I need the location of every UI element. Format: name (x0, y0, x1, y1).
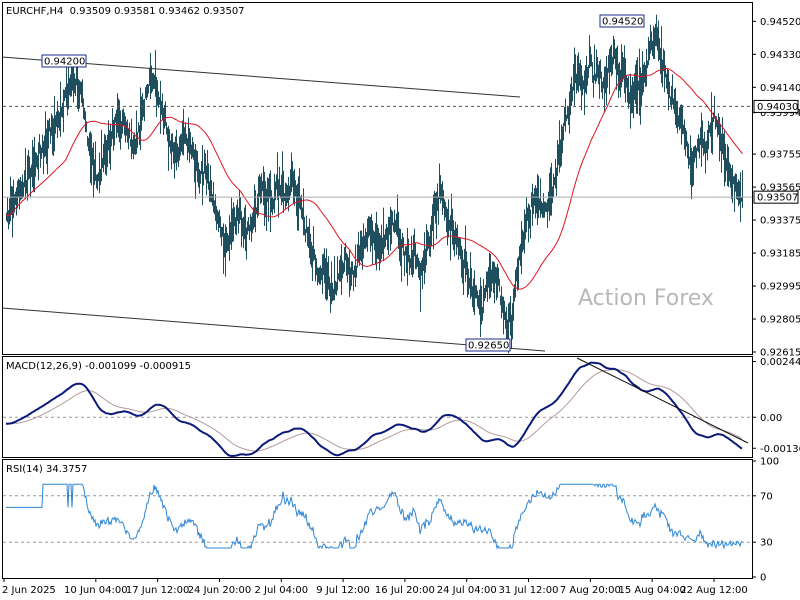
rsi-y-tick-label: 100 (760, 457, 779, 468)
x-tick-label: 22 Aug 12:00 (680, 585, 747, 596)
rsi-lines (3, 483, 752, 550)
x-tick-label: 7 Aug 20:00 (560, 585, 621, 596)
symbol-timeframe: EURCHF,H4 (6, 6, 63, 17)
price-y-ticks: 0.94520 0.94330 0.94140 0.93994 0.93755 0.935… (752, 17, 800, 359)
channel-lower-line (1, 307, 546, 352)
chart-header: EURCHF,H4 0.93509 0.93581 0.93462 0.9350… (6, 6, 245, 17)
ma-line (6, 68, 743, 290)
price-level-label: 0.93507 (757, 193, 798, 204)
x-tick-label: 24 Jun 20:00 (188, 585, 252, 596)
price-annotations: 0.94200 0.94520 0.92650 (41, 14, 645, 352)
macd-lines (3, 357, 752, 458)
price-annotation-label: 0.92650 (468, 341, 509, 352)
x-tick-label: 16 Jul 20:00 (375, 585, 435, 596)
price-annotation-label: 0.94520 (602, 17, 643, 28)
price-y-tick-label: 0.94330 (760, 50, 800, 61)
price-level-label: 0.94030 (757, 102, 798, 113)
rsi-title: RSI(14) 34.3757 (6, 464, 87, 475)
price-level-badge (753, 99, 799, 113)
price-annotation: 0.94200 (41, 54, 87, 68)
price-y-tick-label: 0.93185 (760, 249, 800, 260)
rsi-y-tick-label: 30 (760, 538, 773, 549)
price-annotation: 0.94520 (599, 14, 645, 28)
x-tick-label: 17 Jun 12:00 (126, 585, 190, 596)
price-y-tick-label: 0.93565 (760, 183, 800, 194)
price-level-badge (753, 190, 799, 204)
moving-average (6, 68, 743, 290)
price-y-tick-label: 0.92615 (760, 348, 800, 359)
rsi-y-tick-label: 0 (760, 573, 766, 584)
price-annotation-label: 0.94200 (44, 57, 85, 68)
macd-y-tick-label: 0.00 (760, 413, 782, 424)
price-y-tick-label: 0.93375 (760, 216, 800, 227)
price-y-tick-label: 0.93994 (760, 108, 800, 119)
macd-signal-line (6, 369, 743, 452)
macd-y-ticks: 0.002445 0.00 -0.00136 (752, 357, 800, 455)
watermark: Action Forex (578, 286, 714, 311)
price-annotation: 0.92650 (465, 338, 511, 352)
price-y-tick-label: 0.92805 (760, 315, 800, 326)
x-tick-label: 2 Jul 04:00 (254, 585, 308, 596)
x-tick-label: 10 Jun 04:00 (64, 585, 128, 596)
x-tick-label: 15 Aug 04:00 (618, 585, 685, 596)
x-tick-label: 2 Jun 2025 (2, 585, 56, 596)
price-y-tick-label: 0.93755 (760, 150, 800, 161)
rsi-y-tick-label: 70 (760, 491, 773, 502)
price-panel-frame (2, 2, 753, 355)
macd-title: MACD(12,26,9) -0.001099 -0.000915 (6, 361, 191, 372)
price-y-tick-label: 0.92995 (760, 282, 800, 293)
macd-main-line (5, 361, 743, 458)
price-y-tick-label: 0.94140 (760, 83, 800, 94)
price-y-tick-label: 0.94520 (760, 17, 800, 28)
rsi-panel-frame (2, 459, 753, 579)
rsi-y-ticks: 100 70 30 0 (752, 457, 779, 584)
x-tick-label: 24 Jul 04:00 (437, 585, 497, 596)
macd-panel-frame (2, 356, 753, 458)
x-tick-label: 9 Jul 12:00 (316, 585, 370, 596)
price-bars (6, 14, 743, 354)
macd-trendline (576, 357, 749, 444)
macd-y-tick-label: -0.00136 (760, 444, 800, 455)
rsi-line (6, 483, 743, 550)
price-lines (1, 56, 752, 352)
channel-upper-line (1, 56, 521, 98)
ohlc-values: 0.93509 0.93581 0.93462 0.93507 (70, 6, 245, 17)
x-tick-label: 31 Jul 12:00 (499, 585, 559, 596)
macd-y-tick-label: 0.002445 (760, 357, 800, 368)
